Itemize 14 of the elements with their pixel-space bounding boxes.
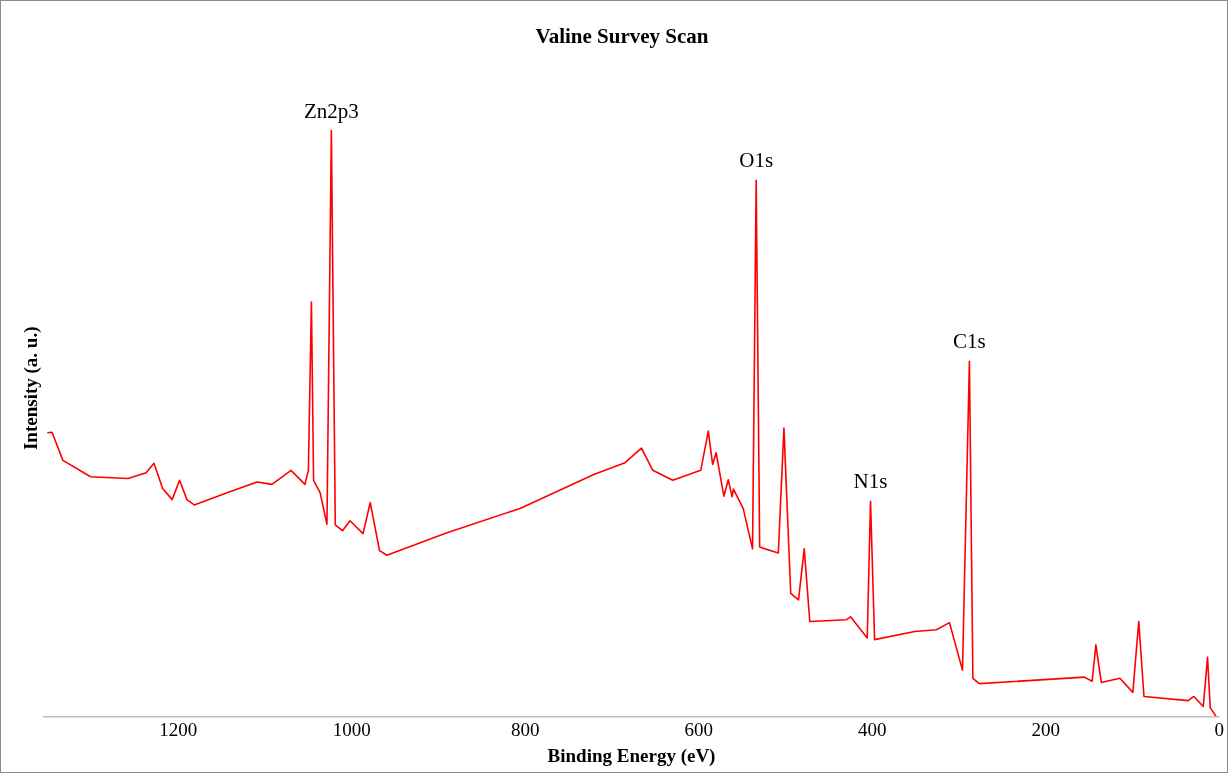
x-tick-label: 1200 [159,718,198,740]
annotation: Zn2p3 [303,98,359,123]
x-axis-title: Binding Energy (eV) [547,744,716,767]
y-axis-title: Intensity (a. u.) [20,326,43,451]
x-tick-label: 400 [858,718,887,740]
annotation: O1s [739,148,774,173]
x-tick-label: 0 [1214,718,1224,740]
annotation: N1s [853,469,888,494]
annotation: C1s [953,329,986,354]
chart-title: Valine Survey Scan [535,24,709,49]
x-tick-label: 1000 [332,718,371,740]
x-tick-label: 600 [684,718,714,740]
x-tick-label: 200 [1031,718,1060,740]
x-tick-label: 800 [511,718,540,740]
